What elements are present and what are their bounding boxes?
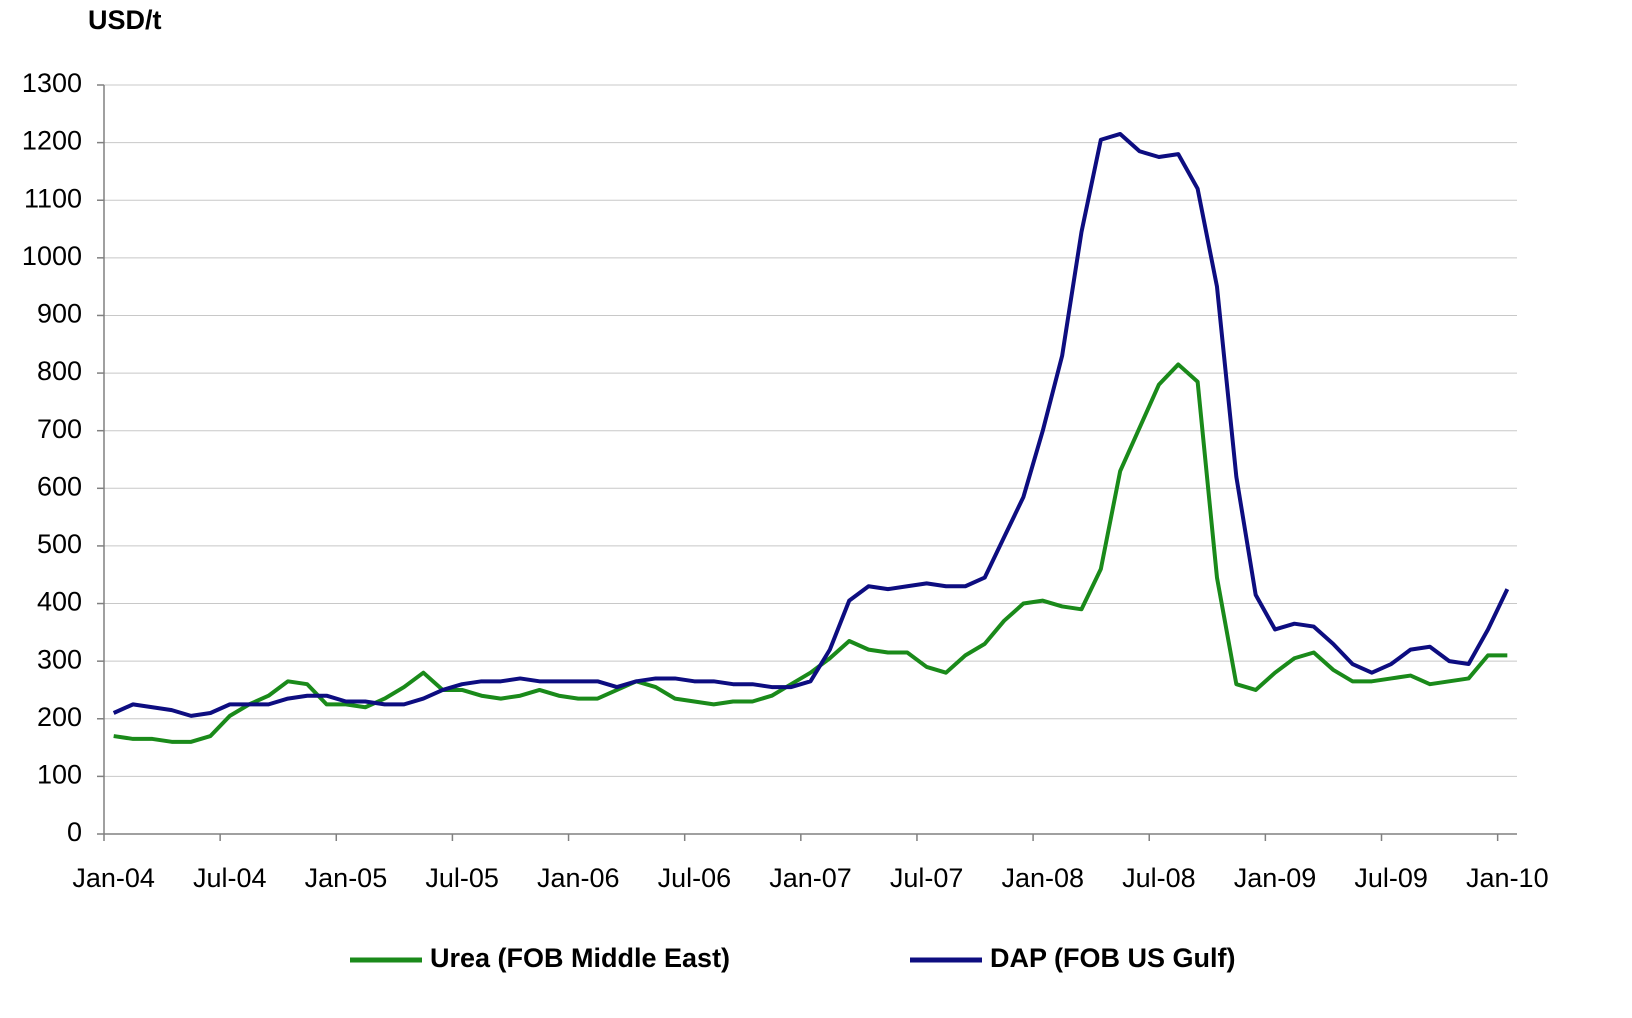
x-tick-label: Jan-08 <box>1001 863 1084 893</box>
x-tick-label: Jan-04 <box>72 863 155 893</box>
y-tick-label: 900 <box>37 299 82 329</box>
y-tick-label: 1100 <box>24 183 82 213</box>
y-tick-label: 1000 <box>22 241 82 271</box>
x-tick-label: Jul-06 <box>658 863 732 893</box>
y-tick-label: 400 <box>37 587 82 617</box>
y-tick-label: 0 <box>67 817 82 847</box>
x-tick-label: Jan-09 <box>1234 863 1317 893</box>
y-axis-label: USD/t <box>88 5 162 35</box>
x-tick-label: Jan-07 <box>769 863 852 893</box>
x-tick-label: Jan-10 <box>1466 863 1549 893</box>
x-tick-label: Jul-08 <box>1122 863 1196 893</box>
y-tick-label: 1300 <box>22 68 82 98</box>
y-tick-label: 600 <box>37 471 82 501</box>
legend-label: DAP (FOB US Gulf) <box>990 943 1236 973</box>
x-tick-label: Jul-07 <box>890 863 964 893</box>
y-tick-label: 300 <box>37 644 82 674</box>
legend-label: Urea (FOB Middle East) <box>430 943 730 973</box>
y-tick-label: 200 <box>37 702 82 732</box>
series-line <box>112 131 1510 718</box>
y-tick-label: 800 <box>37 356 82 386</box>
x-tick-label: Jan-06 <box>537 863 620 893</box>
x-tick-label: Jul-04 <box>193 863 267 893</box>
x-tick-label: Jul-05 <box>425 863 499 893</box>
y-tick-label: 100 <box>37 760 82 790</box>
x-tick-label: Jan-05 <box>305 863 388 893</box>
y-tick-label: 700 <box>37 414 82 444</box>
series-line <box>113 362 1508 744</box>
y-tick-label: 1200 <box>22 126 82 156</box>
x-tick-label: Jul-09 <box>1354 863 1428 893</box>
y-tick-label: 500 <box>37 529 82 559</box>
